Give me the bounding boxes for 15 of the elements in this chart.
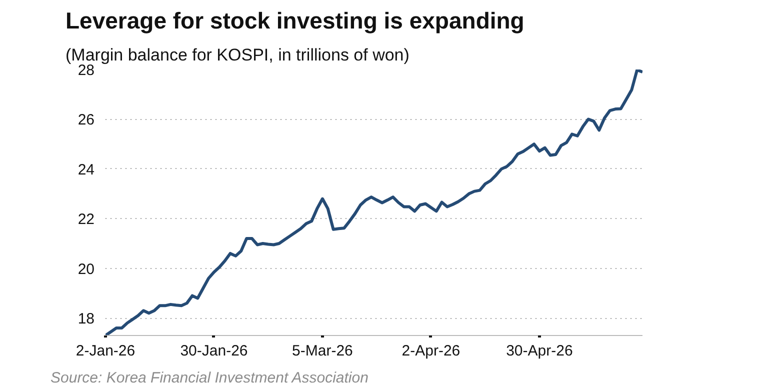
- y-tick-label: 18: [78, 310, 95, 328]
- x-tick-label: 5-Mar-26: [292, 342, 353, 360]
- x-tick-label: 30-Apr-26: [506, 342, 573, 360]
- x-tick-label: 2-Jan-26: [76, 342, 136, 360]
- chart-subtitle: (Margin balance for KOSPI, in trillions of won): [66, 46, 410, 64]
- x-tick-label: 2-Apr-26: [402, 342, 460, 360]
- line-series: [106, 70, 642, 336]
- y-tick-label: 20: [78, 260, 95, 278]
- y-tick-label: 26: [78, 112, 95, 129]
- y-tick-label: 22: [78, 211, 95, 228]
- chart-title: Leverage for stock investing is expanding: [66, 8, 524, 34]
- source-note: Source: Korea Financial Investment Association: [50, 370, 368, 386]
- y-tick-label: 28: [78, 62, 95, 79]
- y-tick-label: 24: [78, 161, 95, 178]
- x-tick-label: 30-Jan-26: [180, 342, 248, 360]
